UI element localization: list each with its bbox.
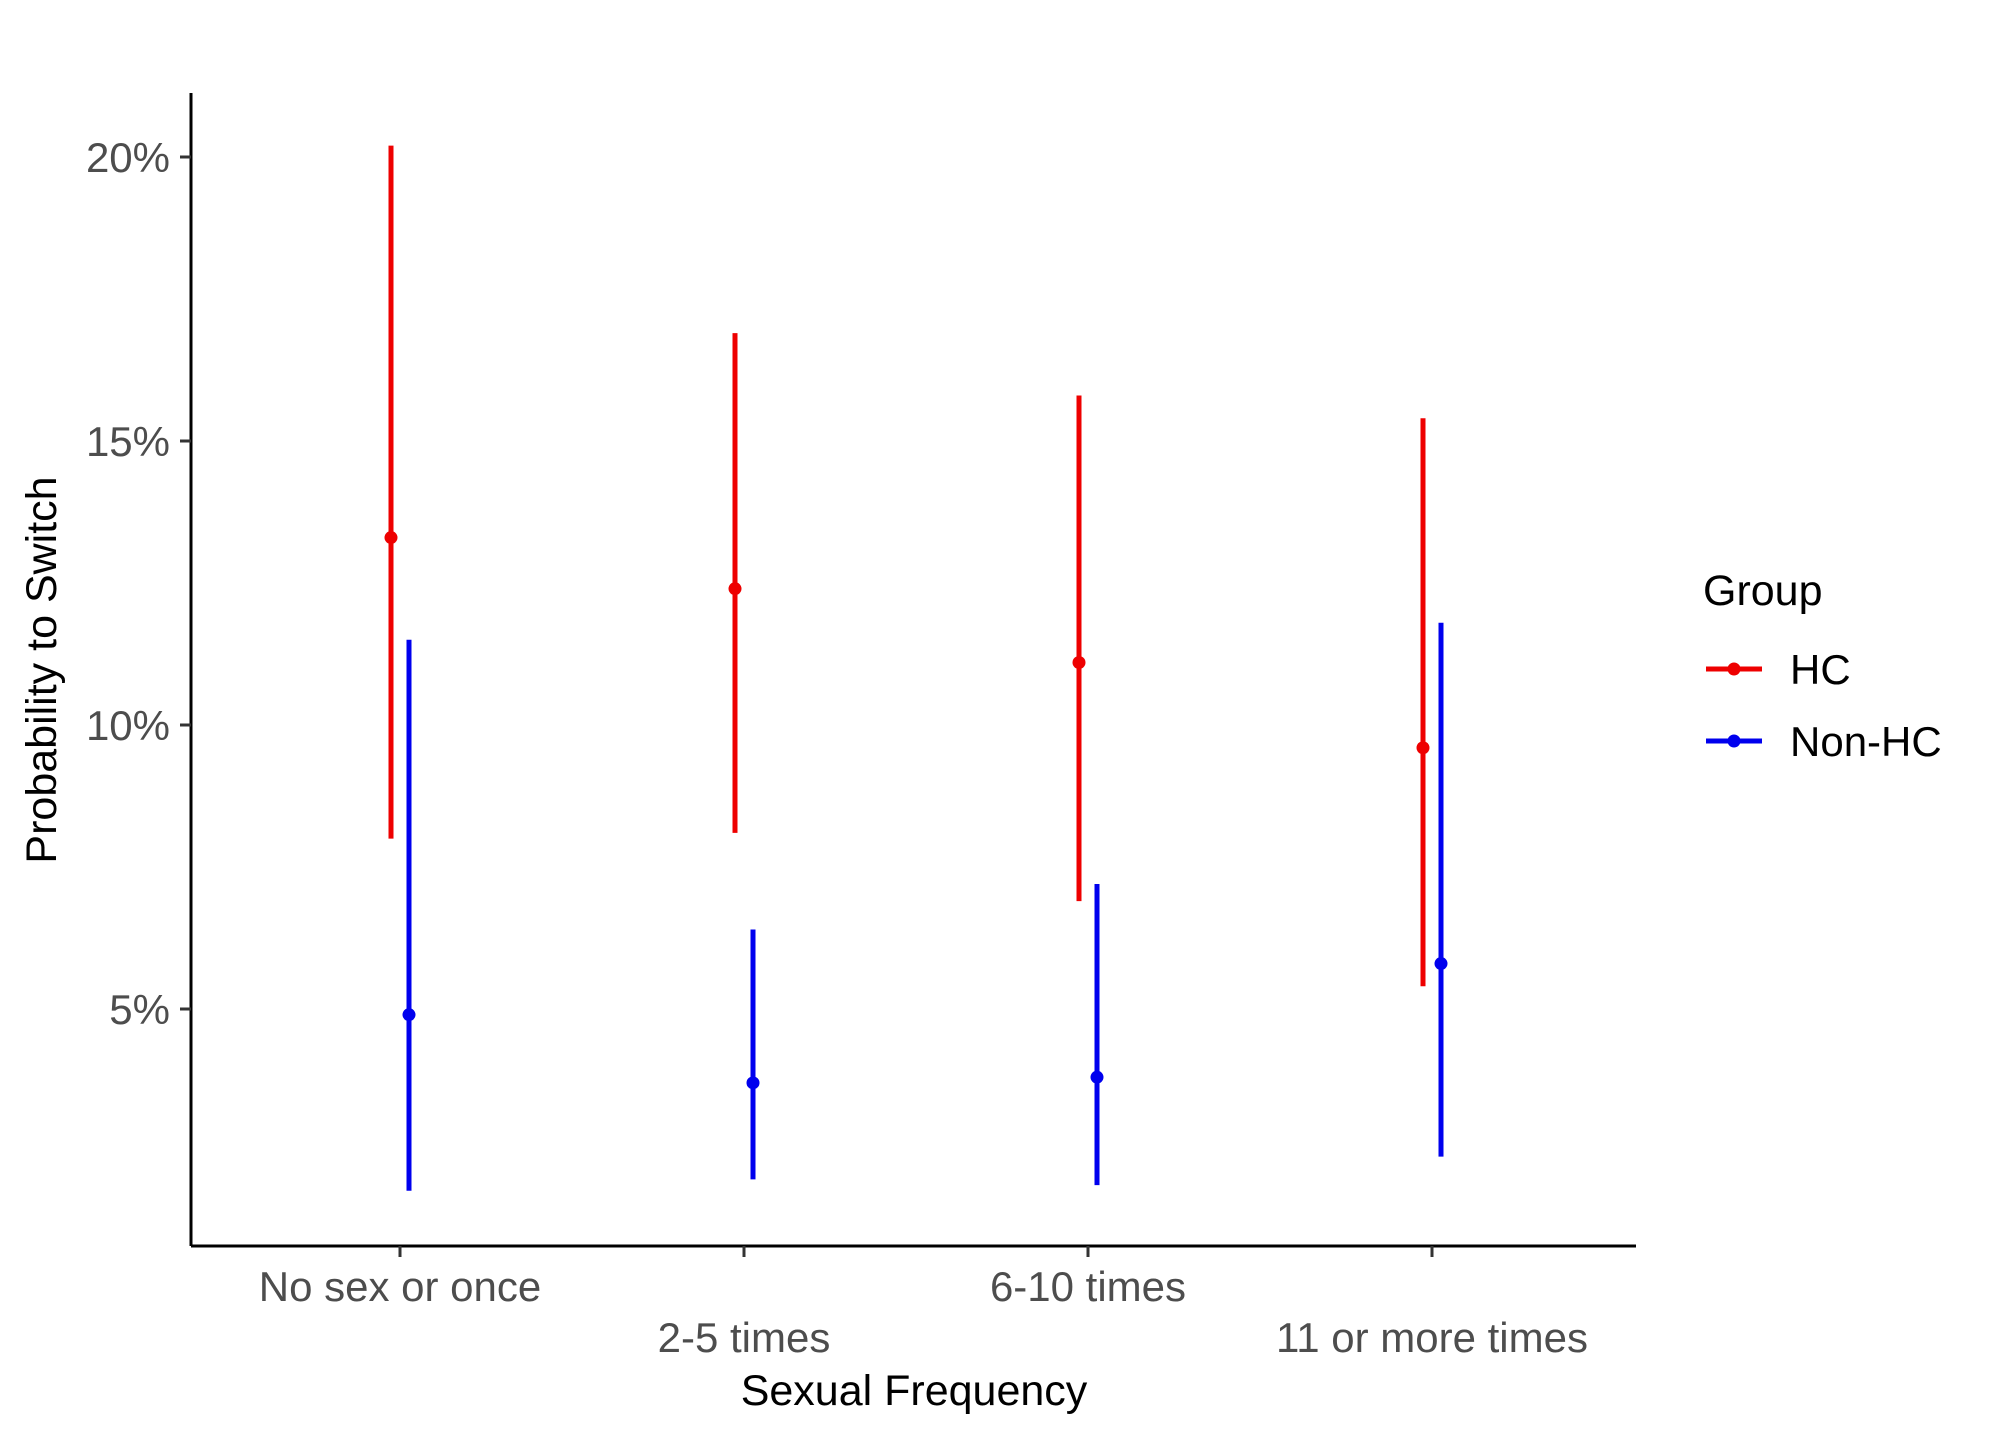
legend-label: Non-HC	[1790, 718, 1942, 765]
y-axis-title: Probability to Switch	[18, 476, 66, 863]
data-point	[1072, 656, 1086, 670]
data-point	[384, 531, 398, 545]
x-axis-title: Sexual Frequency	[741, 1367, 1088, 1415]
y-tick-label: 15%	[86, 418, 170, 465]
y-tick-label: 5%	[109, 986, 170, 1033]
series-hc	[384, 145, 1430, 987]
data-point	[728, 582, 742, 596]
legend-title: Group	[1703, 567, 1823, 615]
data-point	[1416, 741, 1430, 755]
x-tick-label: 6-10 times	[990, 1263, 1186, 1310]
axes	[189, 93, 1636, 1248]
plot-marks	[384, 145, 1448, 1191]
data-point	[1090, 1070, 1104, 1084]
legend-key-point	[1727, 662, 1741, 676]
data-point	[402, 1008, 416, 1022]
legend-key-point	[1727, 734, 1741, 748]
data-point	[1434, 957, 1448, 971]
legend: Group HC Non-HC	[1703, 567, 1942, 765]
y-ticks: 5% 10% 15% 20%	[86, 134, 191, 1033]
y-tick-label: 20%	[86, 134, 170, 181]
y-tick-label: 10%	[86, 702, 170, 749]
legend-label: HC	[1790, 646, 1851, 693]
data-point	[746, 1076, 760, 1090]
x-ticks: No sex or once 2-5 times 6-10 times 11 or m…	[259, 1246, 1588, 1361]
series-non-hc	[402, 622, 1448, 1191]
x-tick-label: 11 or more times	[1276, 1314, 1588, 1361]
x-tick-label: No sex or once	[259, 1263, 541, 1310]
x-tick-label: 2-5 times	[658, 1314, 831, 1361]
